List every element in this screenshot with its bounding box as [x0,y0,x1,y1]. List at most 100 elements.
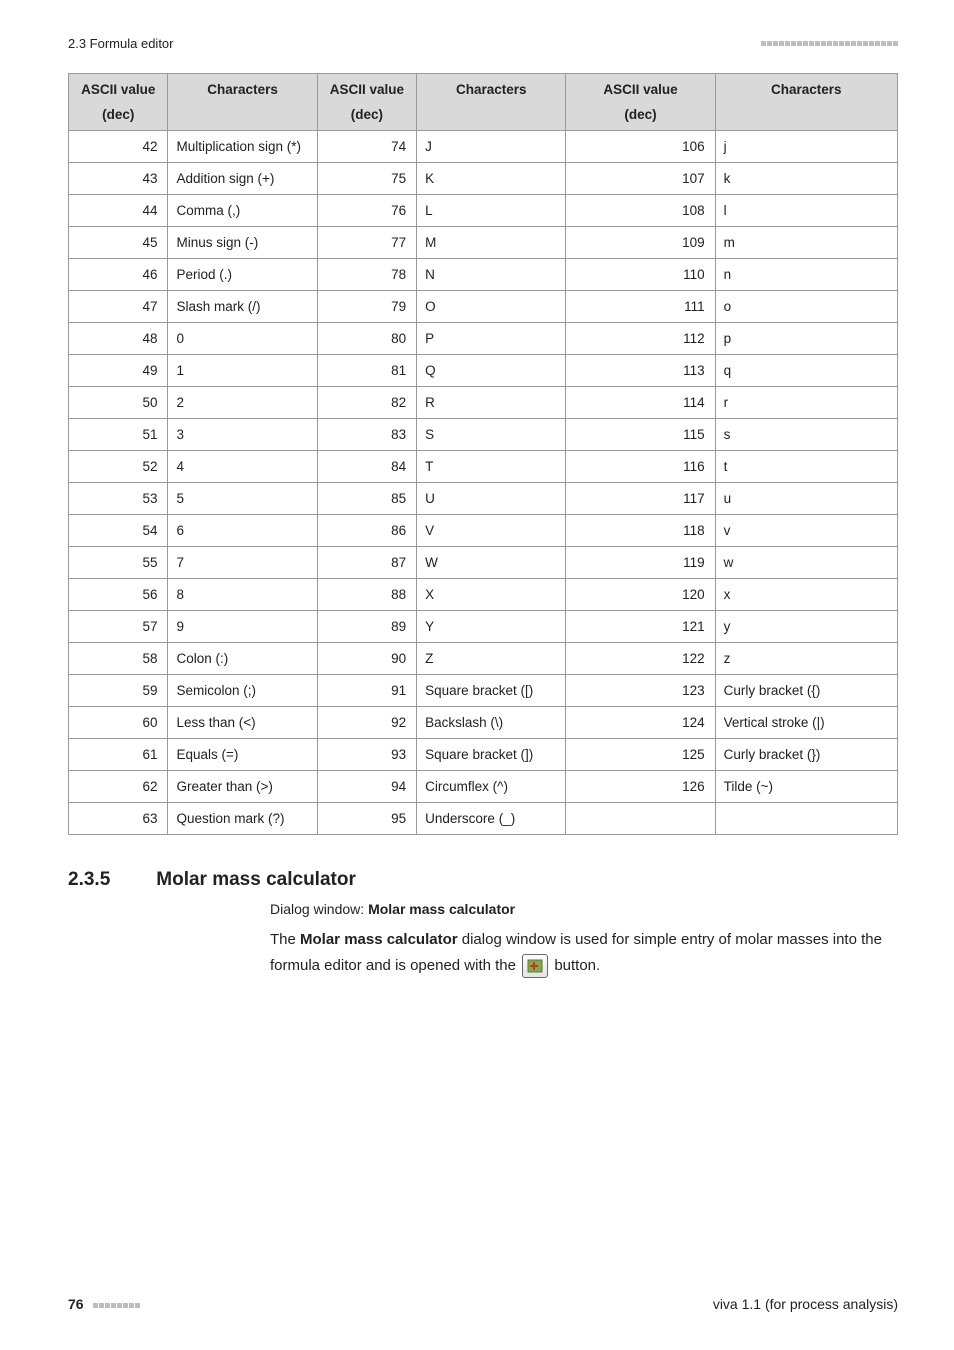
table-cell: P [417,323,566,355]
table-cell: 89 [317,611,416,643]
table-cell: Vertical stroke (|) [715,707,897,739]
table-cell: l [715,195,897,227]
table-cell: 110 [566,259,715,291]
table-cell: 111 [566,291,715,323]
table-cell: K [417,163,566,195]
table-cell: 91 [317,675,416,707]
table-row: 57989Y121y [69,611,898,643]
section-paragraph: The Molar mass calculator dialog window … [270,927,898,978]
table-cell: 125 [566,739,715,771]
table-cell: 3 [168,419,317,451]
table-cell: 1 [168,355,317,387]
table-cell: m [715,227,897,259]
table-cell: 94 [317,771,416,803]
table-cell: 124 [566,707,715,739]
table-cell: u [715,483,897,515]
table-cell: 116 [566,451,715,483]
section-number: 2.3.5 [68,869,110,891]
table-cell: 82 [317,387,416,419]
table-cell: Backslash (\) [417,707,566,739]
table-cell: X [417,579,566,611]
table-cell: 106 [566,131,715,163]
table-row: 42Multiplication sign (*)74J106j [69,131,898,163]
table-cell: Square bracket ([) [417,675,566,707]
table-cell: 47 [69,291,168,323]
table-cell: 5 [168,483,317,515]
table-cell: 118 [566,515,715,547]
table-cell: Less than (<) [168,707,317,739]
table-cell: n [715,259,897,291]
table-cell: v [715,515,897,547]
table-cell: S [417,419,566,451]
table-cell: Slash mark (/) [168,291,317,323]
table-cell: Period (.) [168,259,317,291]
table-row: 43Addition sign (+)75K107k [69,163,898,195]
page-header: 2.3 Formula editor [68,36,898,51]
col-header-ascii-2: ASCII value (dec) [317,74,416,131]
table-row: 58Colon (:)90Z122z [69,643,898,675]
table-cell: 51 [69,419,168,451]
table-cell: Curly bracket ({) [715,675,897,707]
table-cell: N [417,259,566,291]
table-cell: T [417,451,566,483]
table-cell: 88 [317,579,416,611]
table-cell: L [417,195,566,227]
table-cell: Z [417,643,566,675]
header-dash-decoration [761,41,898,46]
page-number: 76 [68,1296,140,1312]
table-cell: 115 [566,419,715,451]
table-row: 49181Q113q [69,355,898,387]
table-cell: 57 [69,611,168,643]
table-cell: 45 [69,227,168,259]
table-cell: 2 [168,387,317,419]
table-cell [566,803,715,835]
section-reference: 2.3 Formula editor [68,36,174,51]
table-row: 59Semicolon (;)91Square bracket ([)123Cu… [69,675,898,707]
table-cell: x [715,579,897,611]
ascii-table: ASCII value (dec) Characters ASCII value… [68,73,898,835]
table-cell: V [417,515,566,547]
col-header-characters-1: Characters [168,74,317,131]
table-row: 45Minus sign (-)77M109m [69,227,898,259]
table-cell: 117 [566,483,715,515]
table-cell: y [715,611,897,643]
table-cell: 74 [317,131,416,163]
table-cell: 56 [69,579,168,611]
table-cell: 75 [317,163,416,195]
table-cell: 62 [69,771,168,803]
table-cell: z [715,643,897,675]
table-cell: Y [417,611,566,643]
table-cell: w [715,547,897,579]
table-cell: 4 [168,451,317,483]
table-cell: 95 [317,803,416,835]
table-cell: 6 [168,515,317,547]
molar-mass-button-icon[interactable] [522,954,548,978]
table-header: ASCII value (dec) Characters ASCII value… [69,74,898,131]
table-row: 55787W119w [69,547,898,579]
table-cell: 83 [317,419,416,451]
table-row: 47Slash mark (/)79O111o [69,291,898,323]
table-row: 61Equals (=)93Square bracket (])125Curly… [69,739,898,771]
table-cell: 92 [317,707,416,739]
table-cell: 76 [317,195,416,227]
table-cell: 79 [317,291,416,323]
table-cell: 58 [69,643,168,675]
table-cell: Greater than (>) [168,771,317,803]
table-cell: 52 [69,451,168,483]
table-row: 44Comma (,)76L108l [69,195,898,227]
table-cell: M [417,227,566,259]
table-cell: 81 [317,355,416,387]
table-row: 48080P112p [69,323,898,355]
table-cell: Question mark (?) [168,803,317,835]
table-cell: 123 [566,675,715,707]
table-cell: U [417,483,566,515]
col-header-ascii-1: ASCII value (dec) [69,74,168,131]
table-cell: 48 [69,323,168,355]
table-row: 50282R114r [69,387,898,419]
table-cell: Curly bracket (}) [715,739,897,771]
table-cell: 122 [566,643,715,675]
table-cell: Underscore (_) [417,803,566,835]
table-row: 46Period (.)78N110n [69,259,898,291]
table-cell: 42 [69,131,168,163]
table-cell: Tilde (~) [715,771,897,803]
